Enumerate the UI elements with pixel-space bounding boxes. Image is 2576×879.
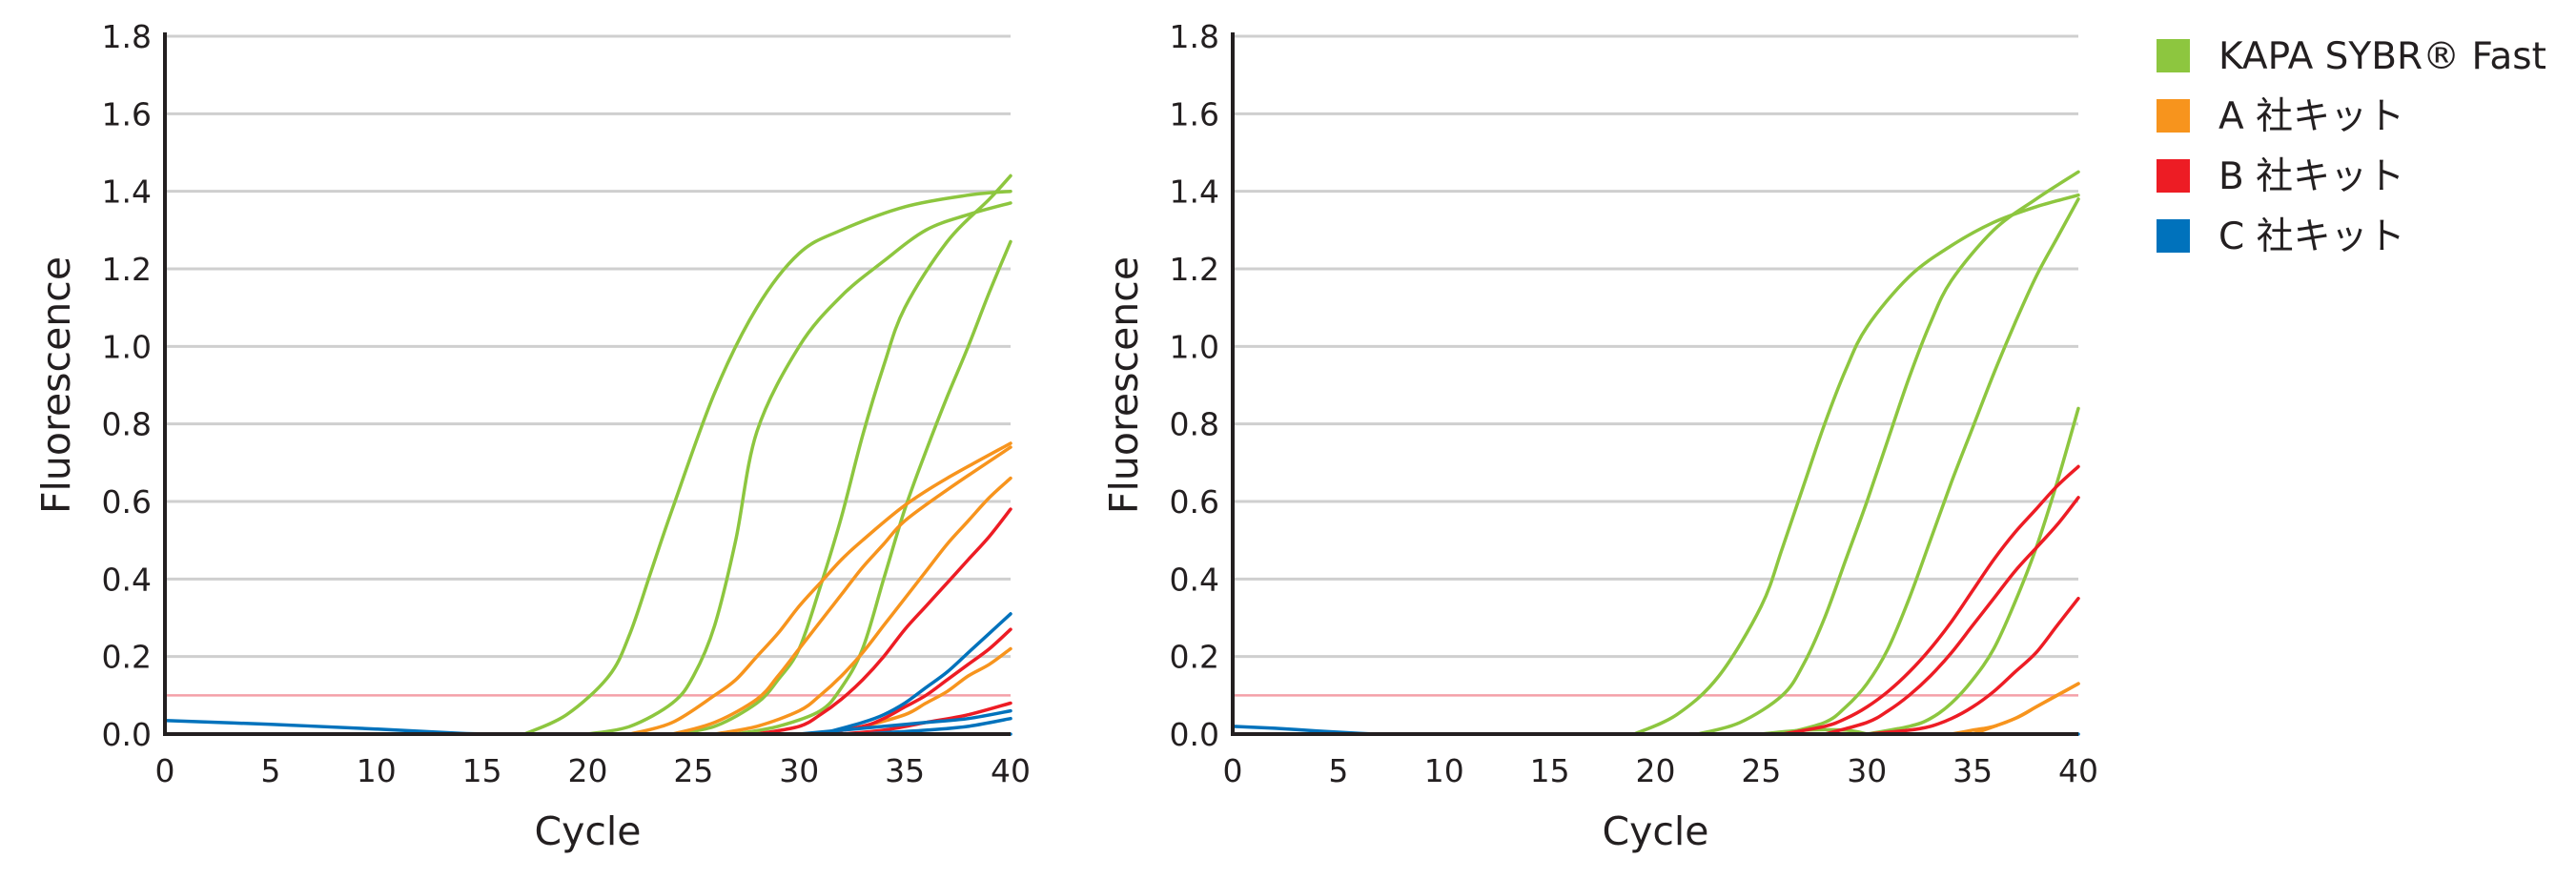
x-tick-label: 20 bbox=[1636, 752, 1676, 789]
legend-label-a: A 社キット bbox=[2218, 95, 2404, 138]
y-tick-label: 0.2 bbox=[1170, 639, 1219, 676]
y-axis-title: Fluorescence bbox=[33, 256, 79, 514]
x-tick-label: 30 bbox=[779, 752, 819, 789]
x-tick-label: 35 bbox=[885, 752, 925, 789]
y-tick-label: 0.8 bbox=[1170, 406, 1219, 443]
series-line-a bbox=[1971, 682, 2080, 736]
y-tick-label: 1.4 bbox=[102, 174, 152, 211]
x-tick-label: 10 bbox=[1424, 752, 1464, 789]
series-line-b bbox=[1823, 496, 2080, 736]
y-tick-label: 1.8 bbox=[102, 18, 152, 55]
y-tick-label: 1.6 bbox=[1170, 95, 1219, 133]
series-line-b bbox=[818, 627, 1012, 736]
series-line-b bbox=[1780, 464, 2080, 736]
y-tick-label: 1.2 bbox=[102, 251, 152, 288]
series-line-kapa bbox=[733, 239, 1012, 736]
y-tick-label: 0.0 bbox=[102, 716, 152, 753]
legend-label-b: B 社キット bbox=[2218, 155, 2404, 198]
y-tick-label: 0.0 bbox=[1170, 716, 1219, 753]
x-tick-label: 25 bbox=[673, 752, 713, 789]
y-tick-label: 1.0 bbox=[1170, 328, 1219, 365]
y-tick-label: 0.2 bbox=[102, 639, 152, 676]
y-tick-label: 0.4 bbox=[1170, 561, 1219, 598]
series-line-b bbox=[755, 507, 1012, 736]
series-line-kapa bbox=[1696, 170, 2080, 736]
x-tick-label: 15 bbox=[1530, 752, 1570, 789]
series-line-a bbox=[670, 445, 1012, 736]
legend-label-c: C 社キット bbox=[2218, 215, 2405, 258]
series-line-kapa bbox=[1865, 406, 2080, 736]
x-tick-label: 5 bbox=[260, 752, 280, 789]
y-tick-label: 1.4 bbox=[1170, 174, 1219, 211]
series-line-a bbox=[712, 476, 1012, 736]
series-line-kapa bbox=[1759, 727, 1870, 736]
y-tick-label: 0.6 bbox=[102, 483, 152, 521]
x-tick-label: 40 bbox=[2058, 752, 2098, 789]
legend-label-kapa: KAPA SYBR® Fast bbox=[2218, 35, 2546, 78]
x-tick-label: 15 bbox=[462, 752, 502, 789]
x-tick-label: 35 bbox=[1952, 752, 1993, 789]
chart-panel-1: 0.0 0.2 0.4 0.6 0.8 1.0 1.2 1.4 1.6 1.8 0 5 10 15 20 25… bbox=[33, 18, 1031, 854]
series-line-c bbox=[163, 719, 505, 736]
chart-panel-2: 0.0 0.2 0.4 0.6 0.8 1.0 1.2 1.4 1.6 1.8 0 5 10 15 20 25… bbox=[1101, 18, 2098, 854]
legend-swatch-kapa bbox=[2157, 39, 2190, 72]
x-axis-title: Cycle bbox=[1602, 808, 1708, 854]
y-tick-label: 1.8 bbox=[1170, 18, 1219, 55]
legend-swatch-a bbox=[2157, 99, 2190, 133]
x-tick-label: 5 bbox=[1328, 752, 1348, 789]
y-axis-title: Fluorescence bbox=[1101, 256, 1147, 514]
x-tick-label: 10 bbox=[357, 752, 397, 789]
y-tick-label: 1.0 bbox=[102, 328, 152, 365]
series-line-kapa bbox=[670, 174, 1012, 736]
y-tick-label: 1.2 bbox=[1170, 251, 1219, 288]
series-line-kapa bbox=[1632, 193, 2080, 736]
y-tick-label: 1.6 bbox=[102, 95, 152, 133]
legend: KAPA SYBR® Fast A 社キット B 社キット C 社キット bbox=[2157, 35, 2546, 258]
series-line-a bbox=[628, 441, 1012, 736]
series-line-kapa bbox=[522, 189, 1012, 736]
series-line-c bbox=[818, 612, 1012, 736]
series-line-kapa bbox=[1780, 197, 2080, 736]
y-tick-label: 0.8 bbox=[102, 406, 152, 443]
x-tick-label: 0 bbox=[155, 752, 175, 789]
y-tick-label: 0.4 bbox=[102, 561, 152, 598]
series-line-b bbox=[1865, 596, 2080, 736]
x-tick-label: 0 bbox=[1223, 752, 1243, 789]
series-line-c bbox=[797, 708, 1012, 736]
x-tick-label: 25 bbox=[1741, 752, 1781, 789]
y-tick-label: 0.6 bbox=[1170, 483, 1219, 521]
x-axis-title: Cycle bbox=[534, 808, 641, 854]
x-tick-label: 30 bbox=[1847, 752, 1887, 789]
legend-swatch-b bbox=[2157, 159, 2190, 193]
x-tick-label: 40 bbox=[991, 752, 1031, 789]
x-tick-label: 20 bbox=[568, 752, 608, 789]
legend-swatch-c bbox=[2157, 219, 2190, 253]
series-line-kapa bbox=[585, 201, 1012, 736]
